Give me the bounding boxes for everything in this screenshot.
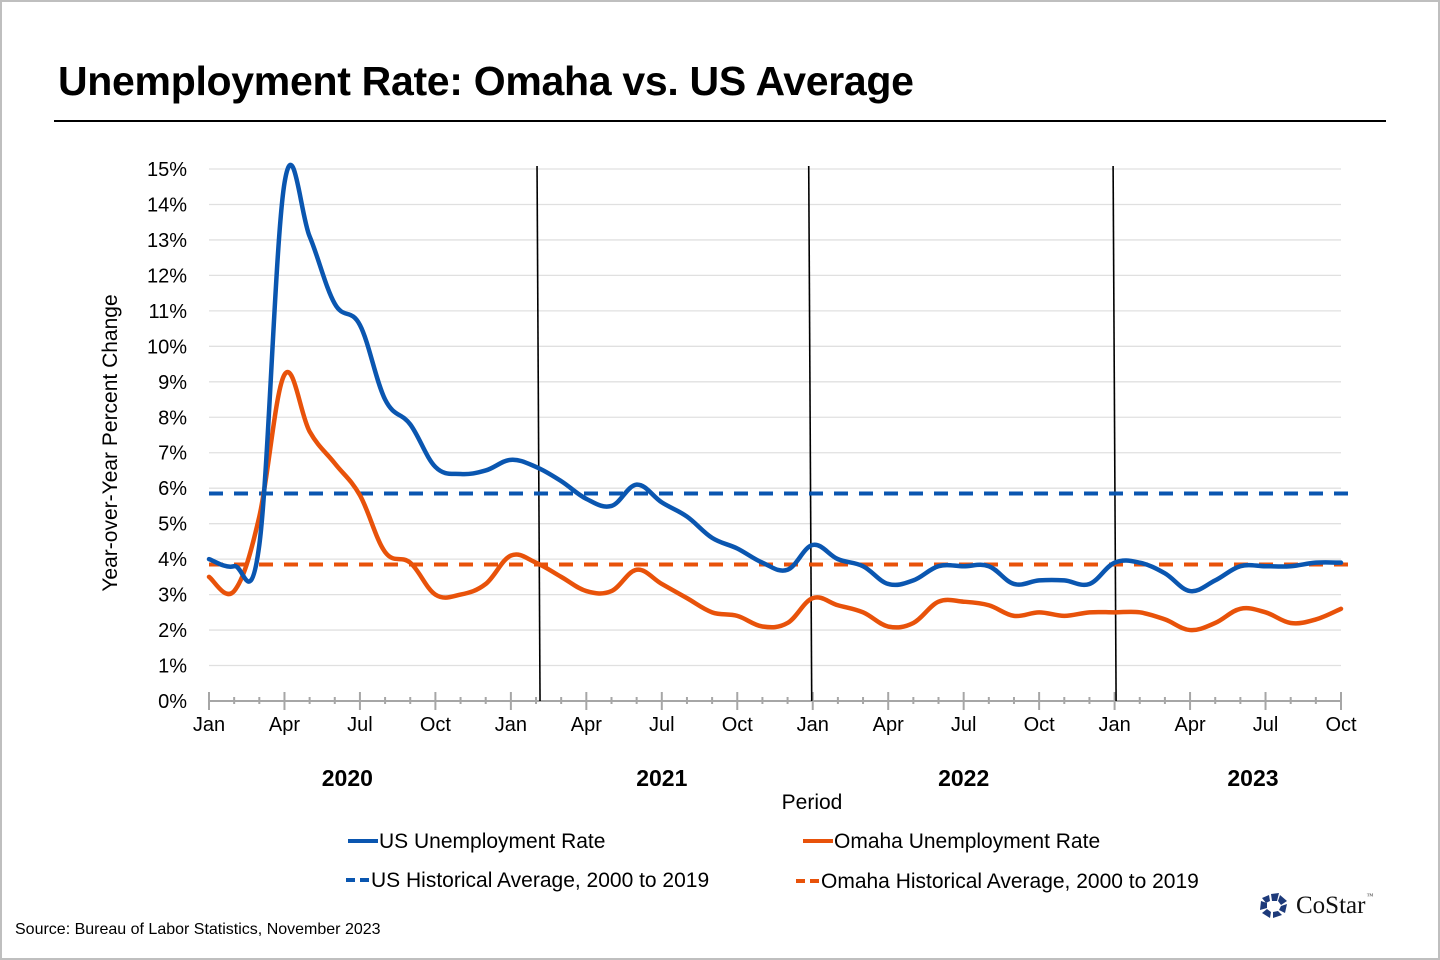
title-divider [54, 120, 1386, 122]
year-label: 2020 [322, 765, 373, 791]
y-tick-label: 10% [147, 336, 187, 358]
legend-label: Omaha Historical Average, 2000 to 2019 [821, 870, 1199, 893]
legend-label: US Historical Average, 2000 to 2019 [371, 869, 709, 892]
y-tick-label: 11% [148, 301, 187, 323]
x-tick-label: Apr [269, 714, 300, 736]
y-tick-label: 4% [158, 549, 187, 571]
x-tick-label: Oct [1024, 714, 1056, 736]
year-separators [536, 165, 1117, 702]
y-tick-label: 3% [158, 585, 187, 607]
x-tick-label: Jul [347, 714, 373, 736]
y-tick-label: 0% [158, 691, 187, 713]
x-tick-label: Apr [571, 714, 602, 736]
x-tick-label: Oct [420, 714, 452, 736]
x-tick-label: Oct [1325, 714, 1357, 736]
legend-item-us-rate: US Unemployment Rate [348, 830, 605, 853]
x-axis-label: Period [782, 791, 843, 814]
x-axis: Jan Apr Jul Oct Jan Apr Jul Oct Jan Apr Jul Oct Jan A… [193, 692, 1357, 791]
y-tick-label: 7% [158, 443, 187, 465]
costar-star-icon [1260, 893, 1287, 918]
x-tick-label: Jul [951, 714, 977, 736]
x-tick-label: Jul [1253, 714, 1279, 736]
source-note: Source: Bureau of Labor Statistics, Nove… [15, 921, 381, 938]
x-tick-label: Jan [193, 714, 225, 736]
y-tick-label: 15% [147, 159, 187, 181]
x-tick-label: Jul [649, 714, 675, 736]
x-tick-label: Oct [722, 714, 754, 736]
x-tick-label: Jan [797, 714, 829, 736]
chart-title: Unemployment Rate: Omaha vs. US Average [58, 58, 914, 104]
year-label: 2022 [938, 765, 989, 791]
costar-logo: CoStar™ [1258, 892, 1373, 920]
y-tick-label: 14% [147, 194, 187, 216]
legend-item-omaha-rate: Omaha Unemployment Rate [803, 830, 1100, 853]
y-tick-label: 12% [147, 265, 187, 287]
y-tick-label: 6% [158, 478, 187, 500]
year-label: 2021 [636, 765, 687, 791]
year-label: 2023 [1227, 765, 1278, 791]
y-axis-ticks: 0% 1% 2% 3% 4% 5% 6% 7% 8% 9% 10% 11% 12% 13% 14% 15% [147, 159, 187, 713]
omaha-unemployment-line [206, 369, 1344, 633]
year-separator-line [1112, 165, 1117, 702]
us-unemployment-line [206, 162, 1344, 594]
legend-label: US Unemployment Rate [379, 830, 605, 853]
x-tick-label: Apr [873, 714, 904, 736]
y-tick-label: 8% [158, 407, 187, 429]
gridlines [209, 168, 1341, 667]
year-separator-line [536, 165, 541, 702]
y-tick-label: 1% [158, 656, 187, 678]
y-tick-label: 5% [158, 514, 187, 536]
y-tick-label: 9% [158, 372, 187, 394]
historical-average-lines [209, 491, 1355, 567]
x-tick-label: Jan [495, 714, 527, 736]
legend: US Unemployment Rate Omaha Unemployment R… [346, 830, 1199, 893]
x-tick-label: Apr [1175, 714, 1206, 736]
series-lines [206, 162, 1344, 633]
y-tick-label: 2% [158, 620, 187, 642]
x-tick-label: Jan [1098, 714, 1130, 736]
year-separator-line [807, 165, 813, 702]
y-tick-label: 13% [147, 230, 187, 252]
y-axis-label: Year-over-Year Percent Change [99, 294, 122, 591]
costar-logo-text: CoStar™ [1296, 892, 1374, 919]
legend-item-omaha-average: Omaha Historical Average, 2000 to 2019 [796, 870, 1199, 893]
legend-label: Omaha Unemployment Rate [834, 830, 1100, 853]
legend-item-us-average: US Historical Average, 2000 to 2019 [346, 869, 709, 892]
